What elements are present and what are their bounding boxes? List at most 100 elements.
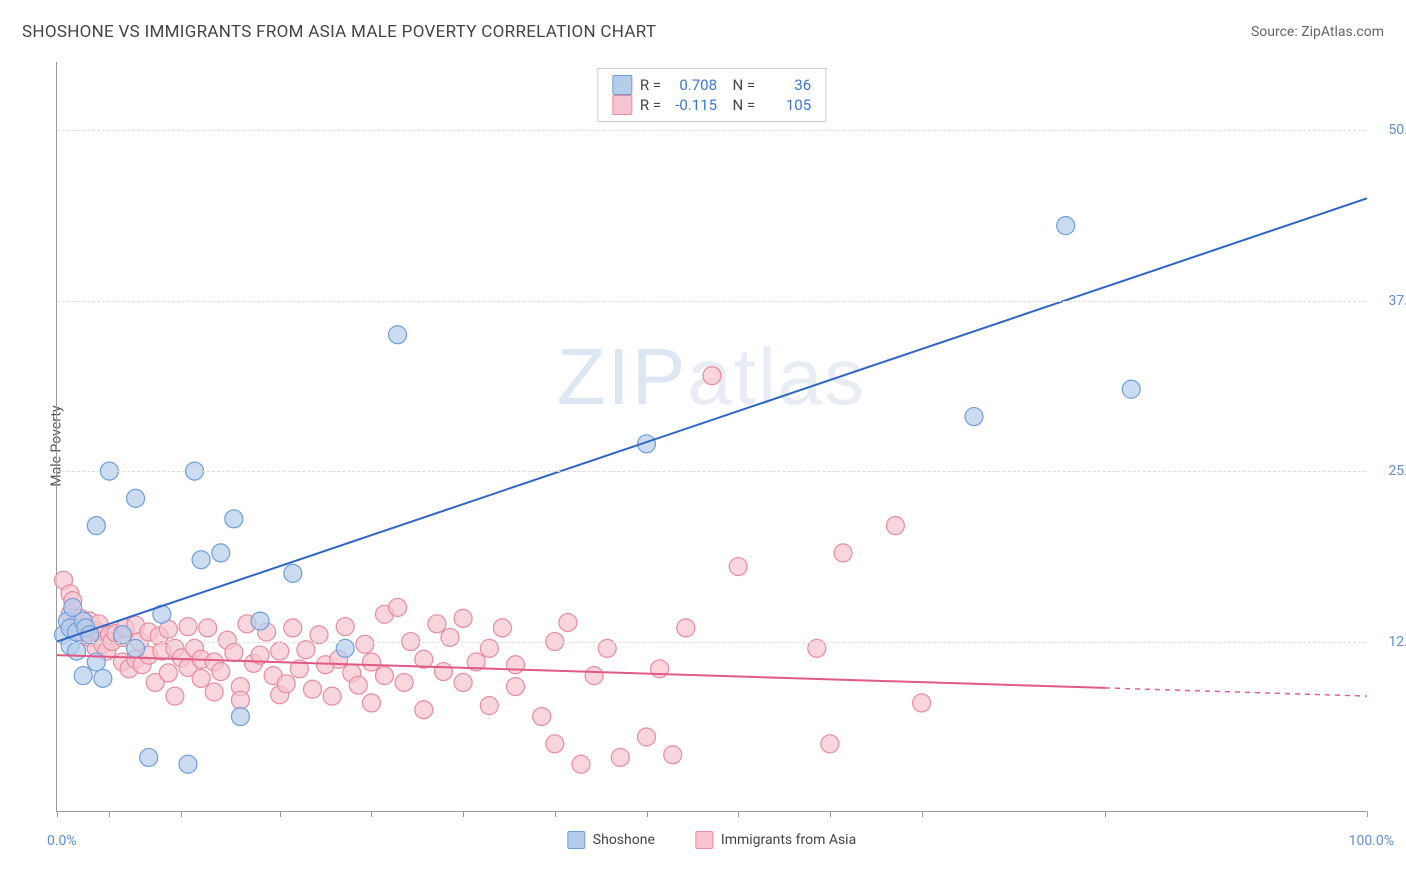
data-point (284, 564, 302, 582)
data-point (913, 694, 931, 712)
data-point (434, 663, 452, 681)
data-point (1057, 217, 1075, 235)
x-tick (1105, 811, 1106, 817)
data-point (225, 643, 243, 661)
data-point (87, 517, 105, 535)
data-point (166, 687, 184, 705)
data-point (389, 326, 407, 344)
legend-label-asia: Immigrants from Asia (721, 832, 856, 848)
source-attribution: Source: ZipAtlas.com (1251, 24, 1384, 40)
stat-r-asia: -0.115 (669, 96, 717, 114)
data-point (179, 618, 197, 636)
data-point (454, 609, 472, 627)
data-point (251, 612, 269, 630)
data-point (507, 656, 525, 674)
x-tick-min: 0.0% (47, 833, 77, 849)
data-point (546, 735, 564, 753)
data-point (140, 748, 158, 766)
stats-row-shoshone: R = 0.708 N = 36 (612, 75, 811, 95)
stat-n-label: N = (725, 76, 755, 94)
data-point (231, 708, 249, 726)
data-point (585, 667, 603, 685)
data-point (886, 517, 904, 535)
data-point (192, 551, 210, 569)
data-point (415, 701, 433, 719)
data-point (159, 664, 177, 682)
data-point (480, 697, 498, 715)
data-point (572, 755, 590, 773)
data-point (376, 667, 394, 685)
stat-n-asia: 105 (763, 96, 811, 114)
data-point (225, 510, 243, 528)
stat-r-label: R = (640, 96, 661, 114)
data-point (677, 619, 695, 637)
data-point (297, 641, 315, 659)
x-tick (181, 811, 182, 817)
trend-line-dashed (1105, 688, 1367, 696)
data-point (192, 669, 210, 687)
stat-n-label: N = (725, 96, 755, 114)
data-point (533, 708, 551, 726)
x-tick (371, 811, 372, 817)
data-point (362, 653, 380, 671)
data-point (664, 746, 682, 764)
data-point (336, 618, 354, 636)
correlation-stats-box: R = 0.708 N = 36 R = -0.115 N = 105 (597, 68, 826, 122)
data-point (389, 598, 407, 616)
data-point (493, 619, 511, 637)
data-point (638, 728, 656, 746)
correlation-chart: SHOSHONE VS IMMIGRANTS FROM ASIA MALE PO… (0, 0, 1406, 892)
data-point (965, 408, 983, 426)
x-tick (463, 811, 464, 817)
stat-r-label: R = (640, 76, 661, 94)
x-tick (555, 811, 556, 817)
data-point (356, 635, 374, 653)
data-point (507, 678, 525, 696)
stat-n-shoshone: 36 (763, 76, 811, 94)
trend-line (57, 198, 1367, 641)
stat-r-shoshone: 0.708 (669, 76, 717, 94)
data-point (271, 642, 289, 660)
data-point (821, 735, 839, 753)
legend-item-asia: Immigrants from Asia (695, 831, 856, 849)
y-tick-label: 37.5% (1388, 293, 1406, 309)
data-point (611, 748, 629, 766)
plot-area: ZIPatlas R = 0.708 N = 36 R = -0.115 N =… (56, 62, 1366, 812)
data-point (395, 673, 413, 691)
data-point (362, 694, 380, 712)
x-tick (57, 811, 58, 817)
legend-label-shoshone: Shoshone (593, 832, 655, 848)
data-point (729, 558, 747, 576)
data-point (454, 673, 472, 691)
data-point (303, 680, 321, 698)
x-tick (922, 811, 923, 817)
data-point (205, 683, 223, 701)
legend-swatch-shoshone (567, 831, 585, 849)
x-tick (1367, 811, 1368, 817)
data-point (428, 615, 446, 633)
x-tick (109, 811, 110, 817)
y-tick-label: 25.0% (1388, 463, 1406, 479)
x-tick (647, 811, 648, 817)
data-point (703, 367, 721, 385)
data-point (284, 619, 302, 637)
gridline (57, 301, 1366, 302)
chart-title: SHOSHONE VS IMMIGRANTS FROM ASIA MALE PO… (22, 22, 656, 42)
data-point (323, 687, 341, 705)
y-tick-label: 50.0% (1388, 122, 1406, 138)
data-point (441, 628, 459, 646)
stats-swatch-shoshone (612, 75, 632, 95)
data-point (74, 667, 92, 685)
gridline (57, 642, 1366, 643)
data-point (179, 755, 197, 773)
stats-row-asia: R = -0.115 N = 105 (612, 95, 811, 115)
plot-svg (57, 62, 1366, 811)
data-point (212, 663, 230, 681)
legend-swatch-asia (695, 831, 713, 849)
data-point (277, 675, 295, 693)
x-tick (738, 811, 739, 817)
data-point (231, 691, 249, 709)
data-point (94, 669, 112, 687)
data-point (559, 613, 577, 631)
x-tick (830, 811, 831, 817)
